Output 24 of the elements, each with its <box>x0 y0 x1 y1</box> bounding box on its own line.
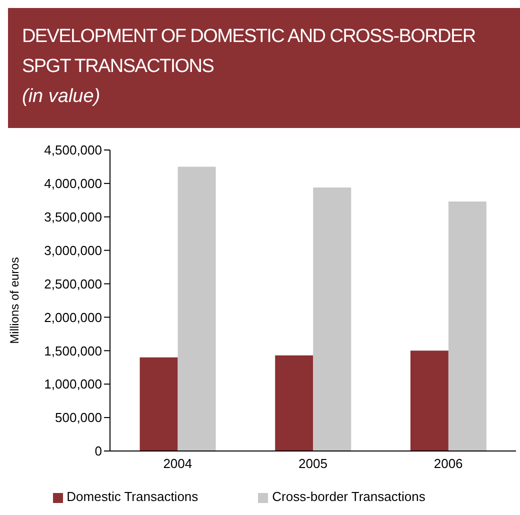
legend-label: Domestic Transactions <box>66 489 198 504</box>
y-tick-label: 1,500,000 <box>44 343 102 358</box>
chart-subtitle: (in value) <box>22 85 102 109</box>
y-tick-label: 0 <box>94 444 102 459</box>
y-axis-title: Millions of euros <box>7 257 22 344</box>
y-tick-label: 4,000,000 <box>44 176 102 192</box>
y-tick-label: 1,000,000 <box>44 376 102 392</box>
bar <box>410 350 448 451</box>
x-tick-label: 2006 <box>434 456 463 472</box>
y-tick-label: 4,500,000 <box>44 142 102 158</box>
x-tick-label: 2004 <box>163 456 192 472</box>
bar <box>178 166 216 451</box>
chart-title: DEVELOPMENT OF DOMESTIC AND CROSS-BORDER SPGT TRANSACTIONS <box>22 25 476 79</box>
y-tick-label: 2,500,000 <box>44 276 102 292</box>
y-tick-label: 500,000 <box>55 410 102 426</box>
bar <box>275 355 314 451</box>
bar <box>140 357 178 451</box>
y-tick-label: 2,000,000 <box>44 310 102 325</box>
y-tick-label: 3,500,000 <box>44 210 102 225</box>
legend-label: Cross-border Transactions <box>272 489 426 504</box>
y-tick-label: 3,000,000 <box>44 242 102 258</box>
bar <box>313 187 352 451</box>
x-tick-label: 2005 <box>298 456 328 472</box>
bar <box>448 202 486 451</box>
